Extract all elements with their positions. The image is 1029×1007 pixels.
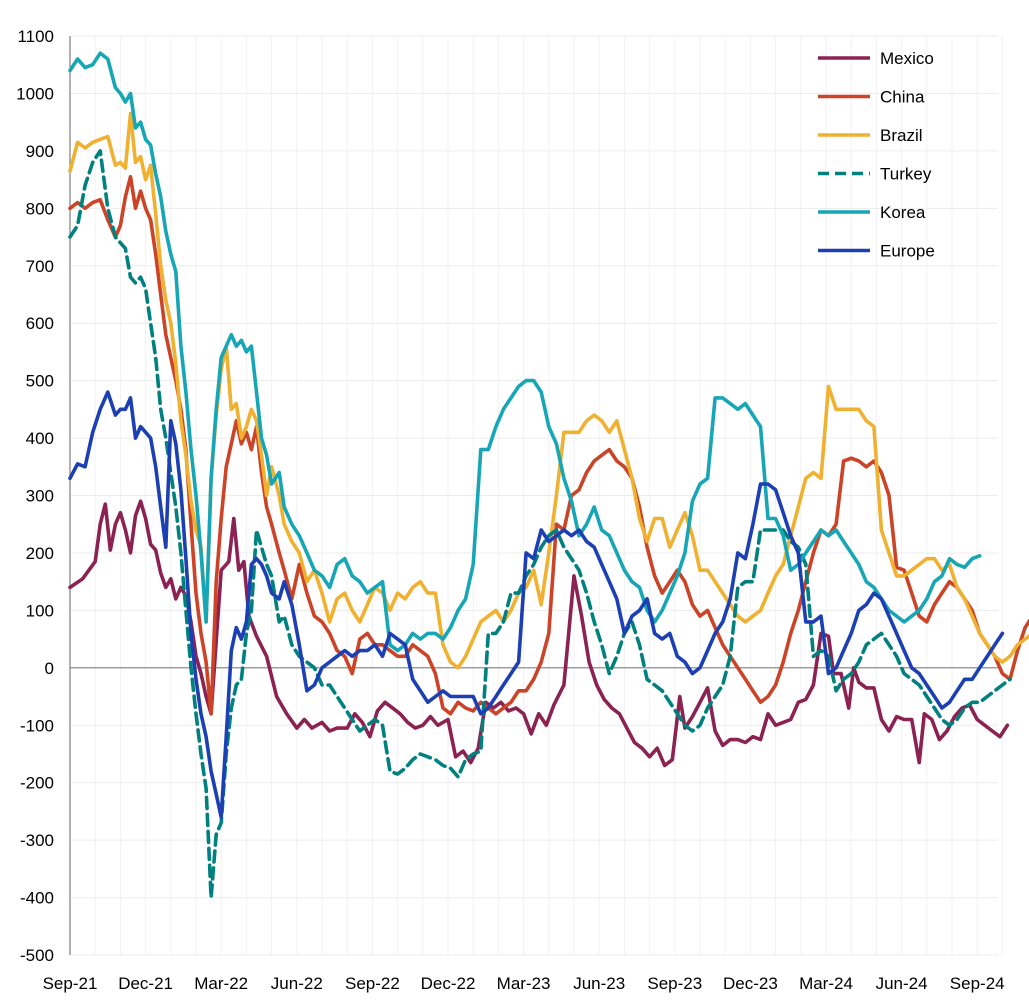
series-line-turkey <box>68 149 1012 900</box>
series-line-mexico <box>68 499 1010 768</box>
series-line-europe <box>68 390 1005 819</box>
y-tick-label: 1100 <box>17 27 54 46</box>
series-line-korea <box>68 51 982 653</box>
y-tick-label: -200 <box>20 774 54 793</box>
y-tick-label: 600 <box>26 314 54 333</box>
y-tick-label: 800 <box>26 199 54 218</box>
legend-label-china: China <box>880 88 925 107</box>
series-lines <box>68 51 1029 900</box>
legend-label-brazil: Brazil <box>880 126 923 145</box>
x-tick-label: Jun-22 <box>271 974 323 993</box>
y-tick-label: 400 <box>26 429 54 448</box>
y-tick-label: 100 <box>26 601 54 620</box>
gridlines <box>69 35 1003 956</box>
legend-label-turkey: Turkey <box>880 165 932 184</box>
legend-label-mexico: Mexico <box>880 49 934 68</box>
x-tick-label: Dec-22 <box>421 974 476 993</box>
y-tick-label: 0 <box>45 659 54 678</box>
y-tick-label: -300 <box>20 831 54 850</box>
y-tick-label: -400 <box>20 889 54 908</box>
y-tick-label: 500 <box>26 372 54 391</box>
y-tick-label: -100 <box>20 716 54 735</box>
legend: Mexico China Brazil Turkey Korea Europe <box>818 49 935 261</box>
x-tick-label: Dec-21 <box>118 974 173 993</box>
y-tick-label: 200 <box>26 544 54 563</box>
x-tick-label: Sep-23 <box>647 974 702 993</box>
y-tick-label: 900 <box>26 142 54 161</box>
x-tick-label: Mar-24 <box>799 974 853 993</box>
y-tick-label: 300 <box>26 487 54 506</box>
y-tick-label: 700 <box>26 257 54 276</box>
axes: -500 -400 -300 -200 -100 0 100 200 300 400 500 600 7… <box>16 27 1004 993</box>
series-line-brazil <box>68 111 1029 670</box>
legend-label-korea: Korea <box>880 203 926 222</box>
y-tick-label: 1000 <box>16 84 54 103</box>
x-tick-label: Jun-24 <box>876 974 928 993</box>
x-tick-label: Dec-23 <box>723 974 778 993</box>
x-tick-label: Sep-24 <box>950 974 1005 993</box>
x-tick-label: Sep-22 <box>345 974 400 993</box>
legend-label-europe: Europe <box>880 242 935 261</box>
x-tick-label: Sep-21 <box>43 974 98 993</box>
x-tick-label: Mar-22 <box>194 974 248 993</box>
x-tick-label: Mar-23 <box>497 974 551 993</box>
y-tick-label: -500 <box>20 946 54 965</box>
x-tick-label: Jun-23 <box>573 974 625 993</box>
